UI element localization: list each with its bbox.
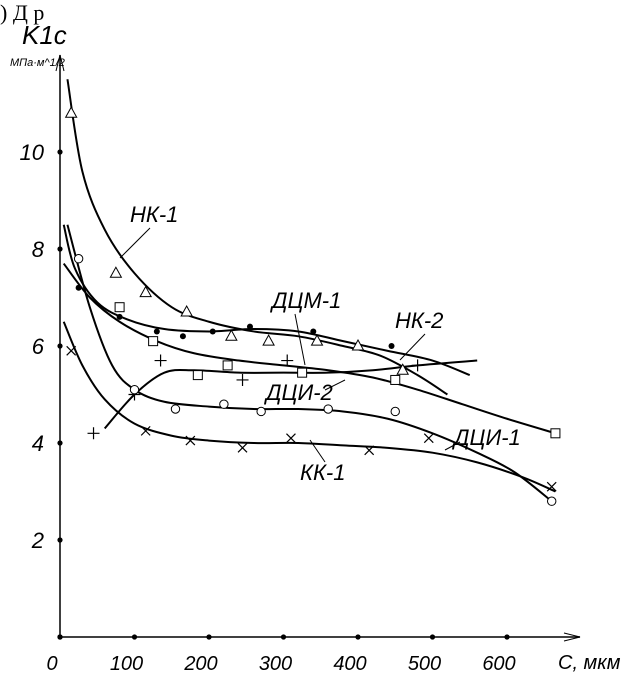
x-tick-label: 500 bbox=[408, 653, 441, 675]
point-нк-1 bbox=[396, 363, 410, 375]
y-tick-label: 10 bbox=[20, 140, 45, 165]
point-нк-2 bbox=[209, 328, 216, 335]
curve-дцм-1 bbox=[62, 262, 556, 435]
x-axis-dot bbox=[504, 634, 510, 640]
x-tick-label: 400 bbox=[333, 653, 366, 675]
point-нк-1 bbox=[109, 266, 123, 278]
point-дци-2 bbox=[154, 354, 167, 367]
point-нк-2 bbox=[75, 284, 82, 291]
point-кк-1 bbox=[185, 435, 196, 446]
y-axis-dot bbox=[57, 634, 63, 640]
point-дцм-1 bbox=[297, 367, 308, 378]
x-axis-label: C, мкм bbox=[558, 652, 621, 674]
point-кк-1 bbox=[364, 445, 375, 456]
y-axis-dot bbox=[57, 246, 63, 252]
point-дцм-1 bbox=[114, 302, 125, 313]
point-дци-2 bbox=[236, 373, 249, 386]
label-дци-2: ДЦИ-2 bbox=[263, 380, 333, 405]
point-дцм-1 bbox=[550, 428, 561, 439]
y-axis-unit: МПа·м^1/2 bbox=[10, 57, 65, 69]
point-кк-1 bbox=[423, 433, 434, 444]
point-дци-2 bbox=[281, 354, 294, 367]
leader-дци-2 bbox=[324, 379, 346, 391]
point-нк-1 bbox=[64, 106, 78, 118]
y-axis-dot bbox=[57, 440, 63, 446]
point-дцм-1 bbox=[390, 374, 401, 385]
label-нк-2: НК-2 bbox=[395, 308, 443, 333]
x-tick-label: 600 bbox=[482, 653, 515, 675]
leader-нк-2 bbox=[399, 333, 426, 361]
point-кк-1 bbox=[286, 433, 296, 444]
x-axis-dot bbox=[355, 634, 361, 640]
point-дци-1 bbox=[170, 404, 181, 414]
y-tick-label: 6 bbox=[32, 334, 45, 359]
y-axis-dot bbox=[57, 343, 63, 349]
point-дци-1 bbox=[219, 399, 229, 409]
curve-labels: НК-1 НК-2 ДЦМ-1 ДЦИ-2 ДЦИ-1 КК-1 bbox=[119, 202, 521, 485]
point-дцм-1 bbox=[222, 360, 233, 371]
point-нк-1 bbox=[225, 329, 238, 341]
x-axis-dot bbox=[131, 634, 138, 640]
markers bbox=[64, 106, 561, 506]
curve-нк-1 bbox=[66, 79, 448, 396]
point-кк-1 bbox=[237, 442, 248, 453]
point-нк-2 bbox=[310, 328, 317, 335]
x-tick-label: 200 bbox=[183, 653, 217, 675]
label-дци-1: ДЦИ-1 bbox=[451, 425, 521, 450]
point-дци-1 bbox=[73, 254, 84, 264]
leader-дци-1 bbox=[444, 441, 461, 451]
tick-labels: 0 100 200 300 400 500 600 2 4 6 8 10 bbox=[20, 140, 516, 675]
axes bbox=[55, 54, 581, 642]
point-дци-1 bbox=[129, 384, 140, 395]
x-axis-arrow bbox=[563, 632, 581, 642]
point-нк-2 bbox=[153, 328, 160, 335]
label-кк-1: КК-1 bbox=[300, 460, 346, 485]
point-нк-1 bbox=[139, 285, 153, 298]
point-кк-1 bbox=[546, 481, 557, 492]
point-дци-1 bbox=[390, 406, 400, 417]
point-дцм-1 bbox=[192, 370, 203, 381]
leader-кк-1 bbox=[309, 439, 326, 463]
y-axis-arrow bbox=[55, 54, 65, 72]
point-нк-2 bbox=[388, 343, 395, 349]
point-дци-1 bbox=[256, 406, 266, 417]
curve-кк-1 bbox=[62, 321, 556, 493]
y-axis-dot bbox=[57, 537, 63, 543]
point-дци-1 bbox=[323, 404, 333, 414]
point-кк-1 bbox=[140, 425, 151, 436]
point-кк-1 bbox=[66, 345, 77, 356]
label-дцм-1: ДЦМ-1 bbox=[269, 288, 341, 313]
curve-дци-1 bbox=[66, 224, 553, 502]
point-нк-1 bbox=[351, 338, 365, 351]
x-axis-dot bbox=[206, 634, 212, 640]
point-дци-2 bbox=[87, 427, 100, 440]
point-дци-2 bbox=[411, 359, 424, 372]
y-tick-label: 2 bbox=[31, 528, 44, 553]
y-tick-label: 8 bbox=[32, 237, 45, 262]
point-нк-1 bbox=[180, 305, 193, 317]
point-дцм-1 bbox=[148, 336, 159, 347]
point-нк-1 bbox=[262, 334, 275, 346]
point-дци-1 bbox=[547, 496, 557, 506]
label-нк-1: НК-1 bbox=[130, 202, 178, 227]
y-axis-label: K1c bbox=[22, 20, 67, 50]
y-tick-label: 4 bbox=[32, 431, 44, 456]
point-нк-2 bbox=[179, 333, 186, 340]
x-tick-label: 100 bbox=[110, 653, 143, 675]
curve-дци-2 bbox=[103, 359, 478, 430]
x-tick-label: 300 bbox=[259, 653, 292, 675]
point-нк-1 bbox=[310, 334, 324, 346]
y-axis-dot bbox=[57, 149, 63, 155]
leader-нк-1 bbox=[119, 227, 151, 259]
x-axis-dot bbox=[429, 634, 436, 640]
x-tick-label: 0 bbox=[46, 653, 57, 675]
point-нк-2 bbox=[116, 313, 123, 320]
x-axis-dot bbox=[280, 634, 287, 640]
curve-нк-2 bbox=[62, 224, 471, 377]
leader-дцм-1 bbox=[294, 313, 306, 366]
point-нк-2 bbox=[246, 323, 253, 330]
header-text: ) Д р bbox=[0, 0, 45, 25]
